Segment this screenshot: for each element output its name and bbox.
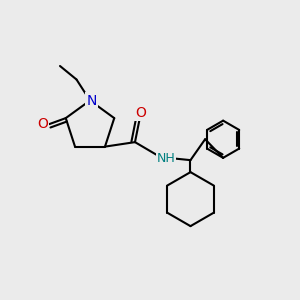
Text: O: O: [136, 106, 146, 120]
Text: O: O: [37, 117, 48, 131]
Text: N: N: [86, 94, 97, 107]
Text: NH: NH: [157, 152, 175, 165]
